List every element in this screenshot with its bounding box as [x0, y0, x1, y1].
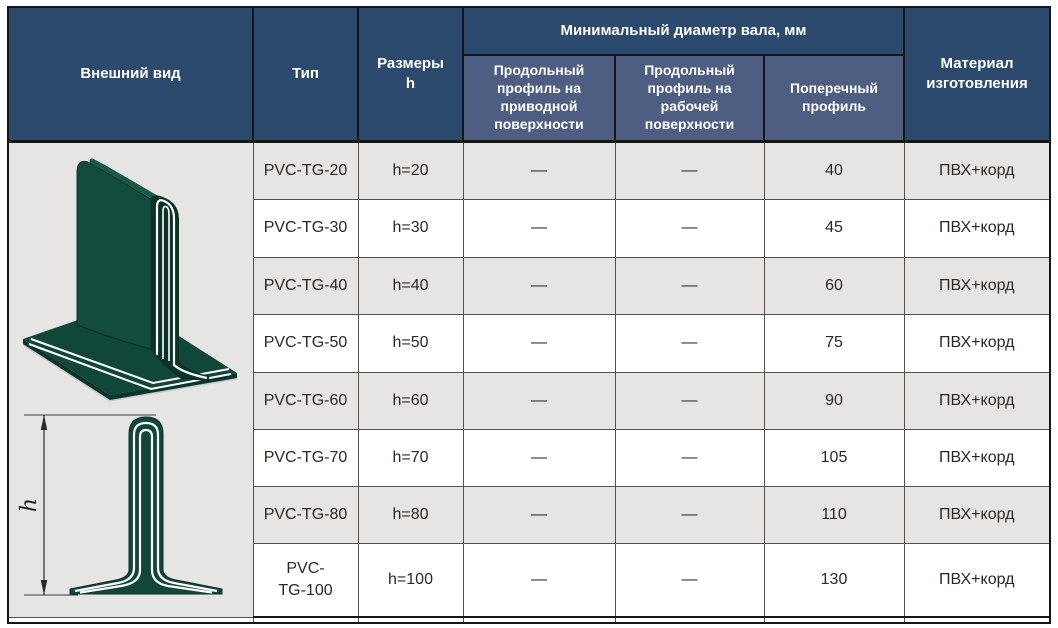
table-header: Внешний вид Тип Размеры h Минимальный ди…: [7, 6, 1051, 142]
diameter-work-cell: —: [614, 256, 765, 315]
table-row: PVC-TG-70 h=70 — — 105 ПВХ+корд: [8, 428, 1051, 487]
col-header-appearance: Внешний вид: [7, 6, 254, 142]
diameter-work-cell: —: [614, 485, 765, 544]
profile-section-drawing: h: [18, 414, 222, 595]
dimension-arrow-up: [40, 414, 47, 430]
material-cell: ПВХ+корд: [903, 198, 1051, 258]
diameter-work-cell: —: [614, 428, 765, 487]
type-cell: PVC-TG-80: [252, 485, 359, 544]
diameter-drive-cell: —: [462, 485, 616, 544]
empty-cell: [357, 616, 464, 623]
diameter-transverse-cell: 60: [763, 256, 905, 315]
diameter-transverse-cell: 40: [763, 140, 905, 200]
empty-cell: [763, 616, 905, 623]
table-row: PVC- TG-100 h=100 — — 130 ПВХ+корд: [8, 542, 1051, 618]
col-header-type: Тип: [252, 6, 359, 142]
size-cell: h=30: [357, 198, 464, 258]
material-cell: ПВХ+корд: [903, 313, 1051, 373]
size-cell: h=60: [357, 371, 464, 430]
clipped-next-row: [7, 616, 1051, 623]
diameter-drive-cell: —: [462, 428, 616, 487]
empty-cell: [252, 616, 359, 623]
profile-illustration: h: [9, 143, 254, 617]
material-cell: ПВХ+корд: [903, 428, 1051, 487]
diameter-drive-cell: —: [462, 371, 616, 430]
material-cell: ПВХ+корд: [903, 542, 1051, 618]
table-row: PVC-TG-40 h=40 — — 60 ПВХ+корд: [8, 256, 1051, 315]
cut-cord-line-inner: [161, 205, 170, 361]
diameter-transverse-cell: 130: [763, 542, 905, 618]
profile-3d-illustration: [21, 158, 237, 402]
diameter-work-cell: —: [614, 198, 765, 258]
base-thickness-face: [22, 338, 237, 400]
diameter-work-cell: —: [614, 313, 765, 373]
material-cell: ПВХ+корд: [903, 485, 1051, 544]
diameter-transverse-cell: 75: [763, 313, 905, 373]
col-subheader-longitudinal-drive: Продольный профиль на приводной поверхно…: [462, 54, 616, 142]
diameter-drive-cell: —: [462, 542, 616, 618]
dimension-arrow-down: [40, 579, 47, 595]
type-cell: PVC- TG-100: [252, 542, 359, 618]
material-cell: ПВХ+корд: [903, 256, 1051, 315]
diameter-drive-cell: —: [462, 313, 616, 373]
empty-cell: [462, 616, 616, 623]
diameter-drive-cell: —: [462, 256, 616, 315]
diameter-transverse-cell: 45: [763, 198, 905, 258]
type-cell: PVC-TG-50: [252, 313, 359, 373]
size-cell: h=100: [357, 542, 464, 618]
diameter-drive-cell: —: [462, 140, 616, 200]
material-cell: ПВХ+корд: [903, 371, 1051, 430]
table-body: h PVC-TG-20 h=20 — — 40 ПВХ+корд PVC-TG-…: [7, 140, 1051, 623]
dimension-h-label: h: [18, 497, 42, 511]
table-row: PVC-TG-60 h=60 — — 90 ПВХ+корд: [8, 371, 1051, 430]
col-subheader-longitudinal-work: Продольный профиль на рабочей поверхност…: [614, 54, 765, 142]
fin-cut-face: [150, 194, 209, 381]
type-cell: PVC-TG-60: [252, 371, 359, 430]
base-cord-line-1: [30, 337, 229, 384]
size-cell: h=80: [357, 485, 464, 544]
empty-cell: [7, 616, 254, 623]
empty-cell: [903, 616, 1051, 623]
table-row: PVC-TG-30 h=30 — — 45 ПВХ+корд: [8, 198, 1051, 258]
profile-illustration-cell: h: [7, 140, 254, 618]
type-cell: PVC-TG-20: [252, 140, 359, 200]
diameter-transverse-cell: 90: [763, 371, 905, 430]
section-cord-line-outer: [74, 421, 217, 592]
size-cell: h=40: [357, 256, 464, 315]
diameter-work-cell: —: [614, 542, 765, 618]
table-row: PVC-TG-80 h=80 — — 110 ПВХ+корд: [8, 485, 1051, 544]
type-cell: PVC-TG-70: [252, 428, 359, 487]
diameter-drive-cell: —: [462, 198, 616, 258]
diameter-work-cell: —: [614, 371, 765, 430]
material-cell: ПВХ+корд: [903, 140, 1051, 200]
section-cord-line-inner: [79, 428, 212, 594]
col-header-material: Материал изготовления: [903, 6, 1051, 142]
cut-cord-line-outer: [155, 198, 207, 379]
section-profile-shape: [69, 415, 222, 594]
size-cell: h=20: [357, 140, 464, 200]
diameter-transverse-cell: 110: [763, 485, 905, 544]
size-cell: h=70: [357, 428, 464, 487]
type-cell: PVC-TG-40: [252, 256, 359, 315]
size-cell: h=50: [357, 313, 464, 373]
col-group-min-diameter: Минимальный диаметр вала, мм: [462, 6, 905, 56]
col-header-sizes: Размеры h: [357, 6, 464, 142]
table-row: h PVC-TG-20 h=20 — — 40 ПВХ+корд: [7, 140, 1051, 618]
diameter-transverse-cell: 105: [763, 428, 905, 487]
empty-cell: [614, 616, 765, 623]
profile-spec-table: Внешний вид Тип Размеры h Минимальный ди…: [7, 6, 1051, 624]
type-cell: PVC-TG-30: [252, 198, 359, 258]
diameter-work-cell: —: [614, 140, 765, 200]
col-subheader-transverse: Поперечный профиль: [763, 54, 905, 142]
